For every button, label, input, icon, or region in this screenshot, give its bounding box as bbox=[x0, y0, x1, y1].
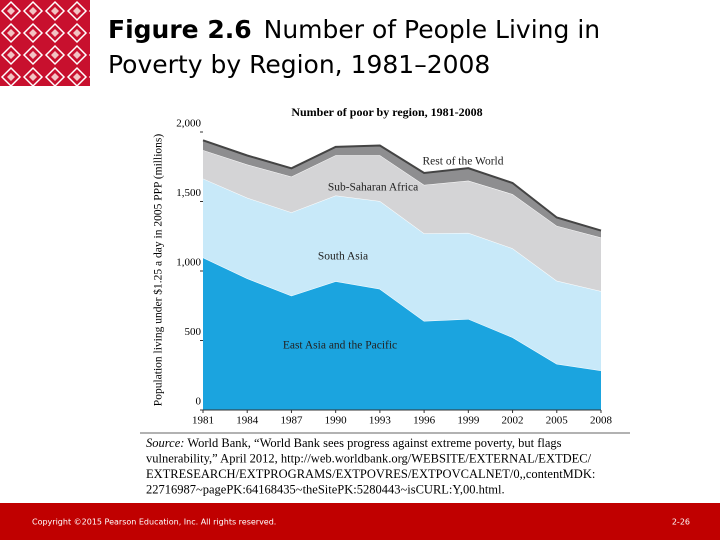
source-line: Source: World Bank, “World Bank sees pro… bbox=[146, 436, 562, 450]
chart-title: Number of poor by region, 1981-2008 bbox=[291, 105, 482, 119]
plot: 0 500 1,000 1,500 2,000 1981 1984 1987 1990 1993 1… bbox=[176, 118, 612, 427]
area bbox=[203, 257, 601, 410]
page-number: 2-26 bbox=[672, 518, 690, 527]
area-edge bbox=[202, 139, 602, 232]
x-tick-label: 1999 bbox=[457, 415, 480, 427]
slide-title-line2: Poverty by Region, 1981–2008 bbox=[108, 50, 490, 79]
copyright: Copyright ©2015 Pearson Education, Inc. … bbox=[32, 518, 276, 527]
footer-band bbox=[0, 503, 720, 540]
x-tick-label: 1990 bbox=[325, 415, 348, 427]
x-tick-label: 1984 bbox=[236, 415, 259, 427]
x-tick-label: 2008 bbox=[590, 415, 613, 427]
series-label: Sub-Saharan Africa bbox=[328, 182, 418, 194]
area bbox=[203, 178, 601, 371]
source-line: EXTRESEARCH/EXTPROGRAMS/EXTPOVRES/EXTPOV… bbox=[146, 467, 595, 481]
x-tick-label: 2002 bbox=[502, 415, 524, 427]
area bbox=[203, 150, 601, 292]
x-tick-label: 1987 bbox=[280, 415, 303, 427]
source: Source: World Bank, “World Bank sees pro… bbox=[146, 436, 595, 497]
series-label: Rest of the World bbox=[423, 156, 504, 168]
x-tick-label: 1993 bbox=[369, 415, 392, 427]
source-text: World Bank, “World Bank sees progress ag… bbox=[187, 436, 561, 450]
area-edge bbox=[202, 149, 602, 238]
y-tick-label: 1,000 bbox=[176, 257, 201, 269]
title-bold: Figure 2.6 bbox=[108, 15, 252, 44]
y-tick-label: 1,500 bbox=[176, 187, 201, 199]
slide-title: Figure 2.6 Number of People Living in bbox=[108, 15, 600, 44]
source-label: Source: bbox=[146, 436, 184, 450]
source-line: vulnerability,” April 2012, http://web.w… bbox=[146, 451, 592, 465]
y-tick-label: 500 bbox=[185, 326, 202, 338]
y-tick-label: 0 bbox=[196, 396, 202, 408]
source-line: 22716987~pagePK:64168435~theSitePK:52804… bbox=[146, 482, 505, 496]
y-axis-label: Population living under $1.25 a day in 2… bbox=[152, 134, 165, 407]
x-tick-label: 2005 bbox=[546, 415, 569, 427]
series-label: East Asia and the Pacific bbox=[283, 340, 397, 352]
x-tick-label: 1981 bbox=[192, 415, 214, 427]
series-label: South Asia bbox=[318, 251, 368, 263]
area bbox=[203, 140, 601, 238]
y-tick-label: 2,000 bbox=[176, 118, 201, 130]
title-rest: Number of People Living in bbox=[264, 15, 601, 44]
x-tick-label: 1996 bbox=[413, 415, 436, 427]
decor-pattern bbox=[0, 0, 90, 86]
